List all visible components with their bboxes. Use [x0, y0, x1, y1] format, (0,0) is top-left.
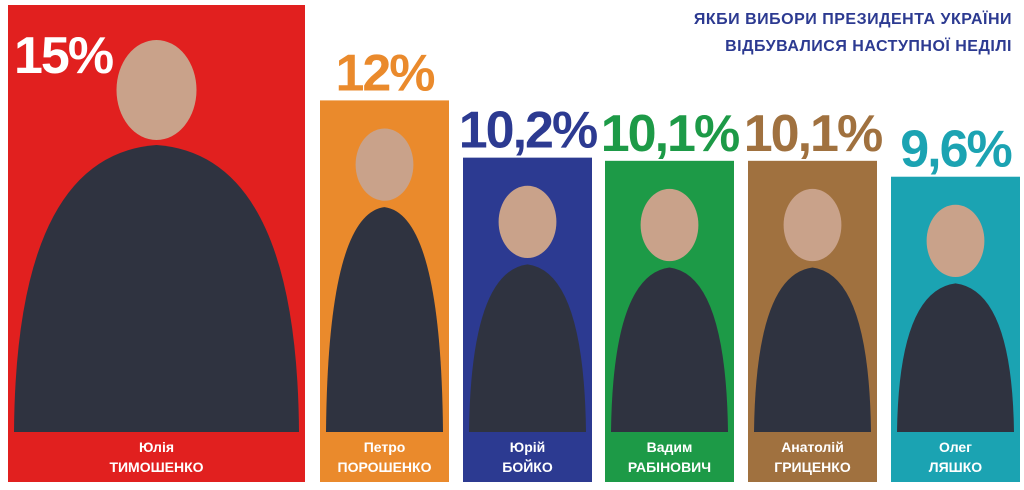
person-head	[498, 185, 557, 258]
candidate-last-name: ГРИЦЕНКО	[774, 459, 851, 475]
value-label: 10,2%	[459, 102, 597, 160]
value-label: 10,1%	[601, 105, 739, 163]
candidate-last-name: РАБІНОВИЧ	[628, 459, 711, 475]
value-label: 12%	[335, 44, 434, 102]
person-body	[326, 207, 443, 432]
name-band	[8, 432, 305, 482]
value-label: 9,6%	[900, 121, 1011, 179]
candidate-first-name: Юрій	[510, 439, 546, 455]
person-body	[469, 264, 586, 432]
candidate-first-name: Вадим	[647, 439, 693, 455]
person-body	[611, 267, 728, 432]
person-head	[926, 204, 985, 278]
name-band	[605, 432, 734, 482]
person-body	[897, 283, 1014, 432]
person-head	[783, 188, 842, 262]
candidate-first-name: Петро	[364, 439, 406, 455]
candidate-last-name: БОЙКО	[502, 458, 553, 475]
candidate-first-name: Олег	[939, 439, 972, 455]
person-body	[754, 267, 871, 432]
candidate-first-name: Юлія	[139, 439, 174, 455]
name-band	[463, 432, 592, 482]
value-label: 10,1%	[744, 105, 882, 163]
person-head	[355, 128, 414, 201]
value-label: 15%	[14, 27, 113, 85]
person-body	[14, 145, 299, 432]
person-head	[116, 40, 197, 140]
candidate-last-name: ЛЯШКО	[929, 459, 982, 475]
name-band	[748, 432, 877, 482]
name-band	[320, 432, 449, 482]
candidate-first-name: Анатолій	[781, 439, 844, 455]
name-band	[891, 432, 1020, 482]
chart-title: ЯКБИ ВИБОРИ ПРЕЗИДЕНТА УКРАЇНИ ВІДБУВАЛИ…	[693, 11, 1012, 55]
person-head	[640, 188, 699, 262]
candidate-last-name: ПОРОШЕНКО	[338, 459, 432, 475]
candidate-last-name: ТИМОШЕНКО	[109, 459, 203, 475]
